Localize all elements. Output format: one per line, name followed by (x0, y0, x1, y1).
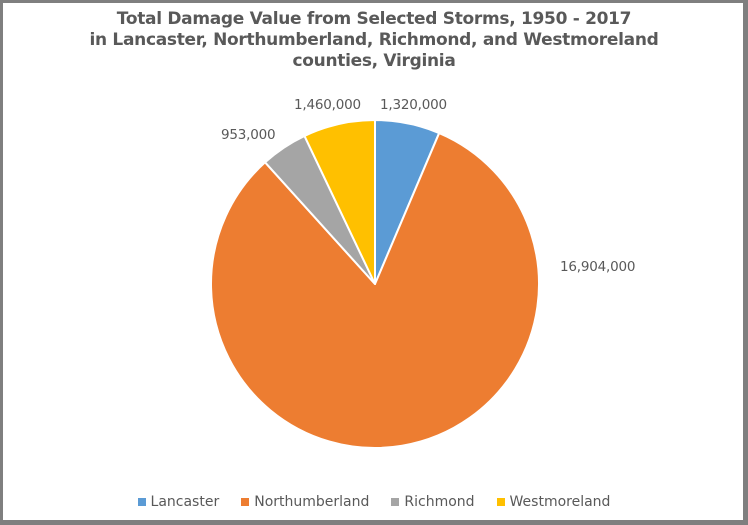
pie-slice-northumberland (210, 132, 540, 449)
legend-swatch-lancaster (137, 498, 146, 506)
legend-item-westmoreland: Westmoreland (496, 494, 611, 510)
chart-legend: Lancaster Northumberland Richmond Westmo… (0, 494, 748, 510)
legend-label-northumberland: Northumberland (254, 494, 370, 510)
title-line-3: counties, Virginia (292, 51, 456, 71)
legend-swatch-richmond (391, 498, 400, 506)
data-label-lancaster: 1,320,000 (380, 97, 447, 113)
legend-label-westmoreland: Westmoreland (509, 494, 611, 510)
title-line-1: Total Damage Value from Selected Storms,… (116, 9, 632, 29)
title-line-2: in Lancaster, Northumberland, Richmond, … (89, 30, 659, 50)
legend-swatch-westmoreland (496, 498, 505, 506)
legend-item-lancaster: Lancaster (137, 494, 220, 510)
data-label-richmond: 953,000 (221, 127, 276, 143)
legend-swatch-northumberland (241, 498, 250, 506)
legend-label-lancaster: Lancaster (150, 494, 220, 510)
data-label-westmoreland: 1,460,000 (294, 97, 361, 113)
data-label-northumberland: 16,904,000 (560, 259, 636, 275)
legend-label-richmond: Richmond (404, 494, 475, 510)
legend-item-northumberland: Northumberland (241, 494, 369, 510)
pie-slice-westmoreland (303, 119, 376, 285)
legend-item-richmond: Richmond (391, 494, 475, 510)
chart-title: Total Damage Value from Selected Storms,… (0, 9, 748, 72)
